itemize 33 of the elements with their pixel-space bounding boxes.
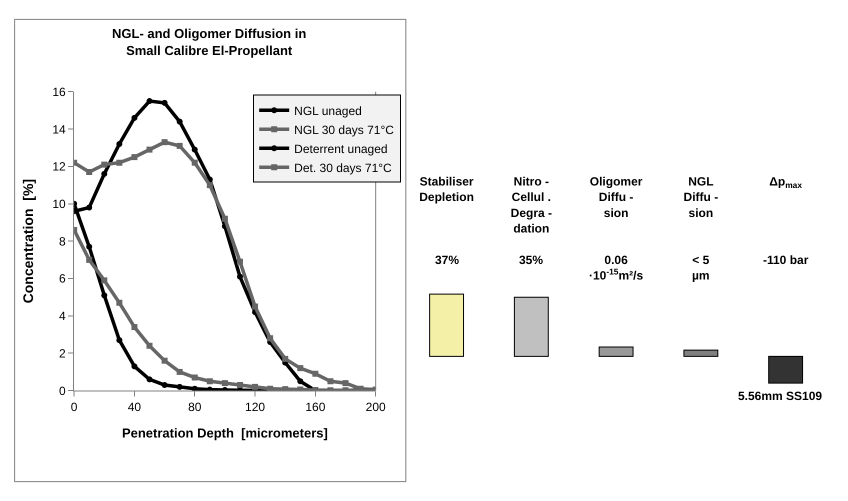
x-tick-label: 120	[245, 400, 266, 414]
x-axis-title: Penetration Depth [micrometers]	[122, 426, 328, 441]
x-tick-label: Nitro - Cellul . Degra - dation	[510, 174, 552, 236]
x-tick-label: Δp$_{max}$	[769, 174, 802, 190]
legend-label: NGL unaged	[294, 104, 362, 118]
text: 5.56mm SS109	[738, 389, 822, 403]
chart-title: NGL- and Oligomer Diffusion in Small Calibre El-Propellant	[112, 26, 306, 58]
text: 35%	[519, 253, 544, 267]
text: < 5 µm	[692, 253, 710, 283]
legend-label: NGL 30 days 71°C	[294, 122, 394, 137]
y-tick-label: 10	[52, 197, 66, 211]
x-tick-label: Stabiliser Depletion	[419, 174, 474, 204]
y-tick-label: 16	[52, 84, 66, 99]
x-tick-label: 160	[305, 400, 326, 414]
text: 0.06 ·10$^{-15}$m²/s	[589, 253, 644, 283]
y-axis-title: Concentration [%]	[20, 178, 36, 304]
x-tick-label: 80	[188, 400, 202, 414]
y-tick-label: 14	[52, 122, 66, 136]
x-tick-label: 40	[128, 400, 142, 414]
legend-label: Det. 30 days 71°C	[294, 160, 392, 175]
legend-label: Deterrent unaged	[294, 142, 388, 156]
text: -110 bar	[763, 253, 809, 267]
y-tick-label: 8	[59, 234, 66, 248]
text: 37%	[435, 253, 460, 267]
x-tick-label: 200	[366, 400, 386, 414]
x-tick-label: NGL Diffu - sion	[684, 174, 718, 220]
y-tick-label: 12	[52, 160, 66, 174]
y-tick-label: 6	[59, 272, 66, 286]
y-tick-label: 4	[59, 309, 66, 324]
x-tick-label: 0	[70, 400, 78, 414]
y-tick-label: 2	[59, 346, 66, 360]
x-tick-label: Oligomer Diffu - sion	[590, 174, 643, 220]
y-tick-label: 0	[59, 384, 66, 398]
